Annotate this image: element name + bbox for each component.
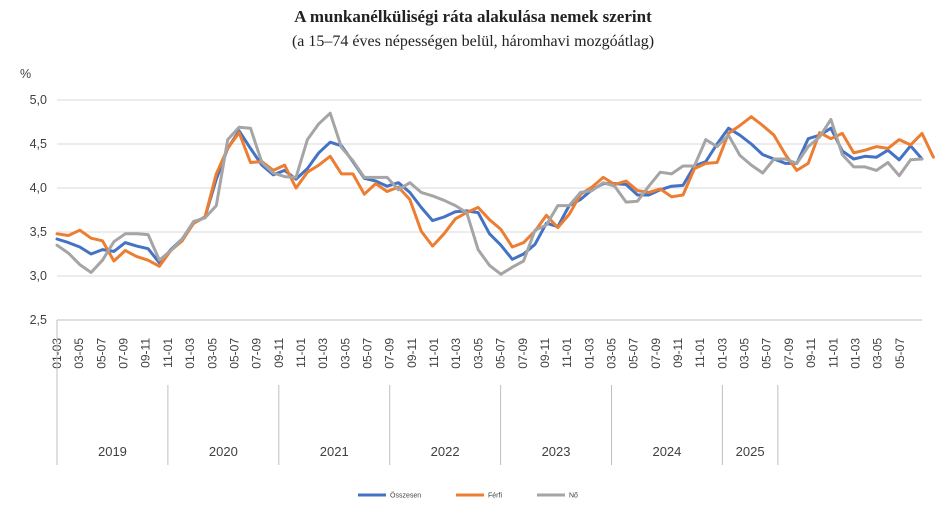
y-axis-unit-label: %	[20, 67, 31, 81]
x-tick-label: 11-01	[826, 338, 840, 368]
x-tick-label: 05-07	[227, 338, 241, 369]
x-axis-ticks: 01-03 03-05 05-07 07-09 09-11 11-01 01-03 03-05…	[50, 338, 907, 369]
x-tick-label: 09-11	[671, 338, 685, 368]
x-tick-label: 07-09	[782, 338, 796, 369]
x-tick-label: 09-11	[272, 338, 286, 368]
y-tick-label: 4,5	[30, 137, 47, 151]
year-label: 2025	[736, 444, 765, 459]
x-tick-label: 01-03	[848, 338, 862, 369]
y-axis-ticks: 2,5 3,0 3,5 4,0 4,5 5,0	[30, 93, 47, 327]
chart-title: A munkanélküliségi ráta alakulása nemek …	[294, 7, 652, 26]
year-label: 2023	[542, 444, 571, 459]
x-tick-label: 01-03	[582, 338, 596, 369]
x-tick-label: 11-01	[294, 338, 308, 368]
x-tick-label: 03-05	[338, 338, 352, 369]
x-tick-label: 09-11	[405, 338, 419, 368]
year-label: 2024	[652, 444, 681, 459]
chart-subtitle: (a 15–74 éves népességen belül, háromhav…	[292, 33, 654, 50]
x-tick-label: 01-03	[183, 338, 197, 369]
x-tick-label: 03-05	[72, 338, 86, 369]
x-tick-label: 03-05	[738, 338, 752, 369]
x-tick-label: 01-03	[715, 338, 729, 369]
x-tick-label: 03-05	[871, 338, 885, 369]
x-tick-label: 01-03	[449, 338, 463, 369]
x-tick-label: 05-07	[94, 338, 108, 369]
x-tick-label: 03-05	[205, 338, 219, 369]
x-tick-label: 09-11	[139, 338, 153, 368]
x-tick-label: 07-09	[383, 338, 397, 369]
x-tick-label: 03-05	[471, 338, 485, 369]
y-tick-label: 2,5	[30, 313, 47, 327]
x-tick-label: 11-01	[693, 338, 707, 368]
x-tick-label: 03-05	[604, 338, 618, 369]
x-tick-label: 05-07	[893, 338, 907, 369]
x-tick-label: 11-01	[560, 338, 574, 368]
x-tick-label: 07-09	[117, 338, 131, 369]
year-label: 2020	[209, 444, 238, 459]
x-tick-label: 09-11	[804, 338, 818, 368]
x-tick-label: 11-01	[427, 338, 441, 368]
gridlines	[57, 99, 922, 321]
legend-label: Férfi	[488, 493, 502, 500]
year-axis: 2019 2020 2021 2022 2023 2024 2025	[56, 320, 779, 465]
series-line	[55, 115, 935, 268]
y-tick-label: 3,5	[30, 225, 47, 239]
x-tick-label: 07-09	[250, 338, 264, 369]
legend: Összesen Férfi Nő	[358, 492, 578, 500]
y-tick-label: 3,0	[30, 269, 47, 283]
year-label: 2019	[98, 444, 127, 459]
x-tick-label: 05-07	[627, 338, 641, 369]
x-tick-label: 05-07	[361, 338, 375, 369]
x-tick-label: 01-03	[316, 338, 330, 369]
x-tick-label: 09-11	[538, 338, 552, 368]
x-tick-label: 07-09	[649, 338, 663, 369]
series-line	[55, 126, 924, 265]
x-tick-label: 11-01	[161, 338, 175, 368]
legend-label: Nő	[569, 493, 578, 500]
series-line	[55, 111, 924, 276]
series-lines	[55, 111, 935, 276]
x-tick-label: 07-09	[516, 338, 530, 369]
year-label: 2022	[431, 444, 460, 459]
x-tick-label: 05-07	[494, 338, 508, 369]
y-tick-label: 5,0	[30, 93, 47, 107]
x-tick-label: 05-07	[760, 338, 774, 369]
legend-label: Összesen	[390, 492, 421, 500]
y-tick-label: 4,0	[30, 181, 47, 195]
year-label: 2021	[320, 444, 349, 459]
